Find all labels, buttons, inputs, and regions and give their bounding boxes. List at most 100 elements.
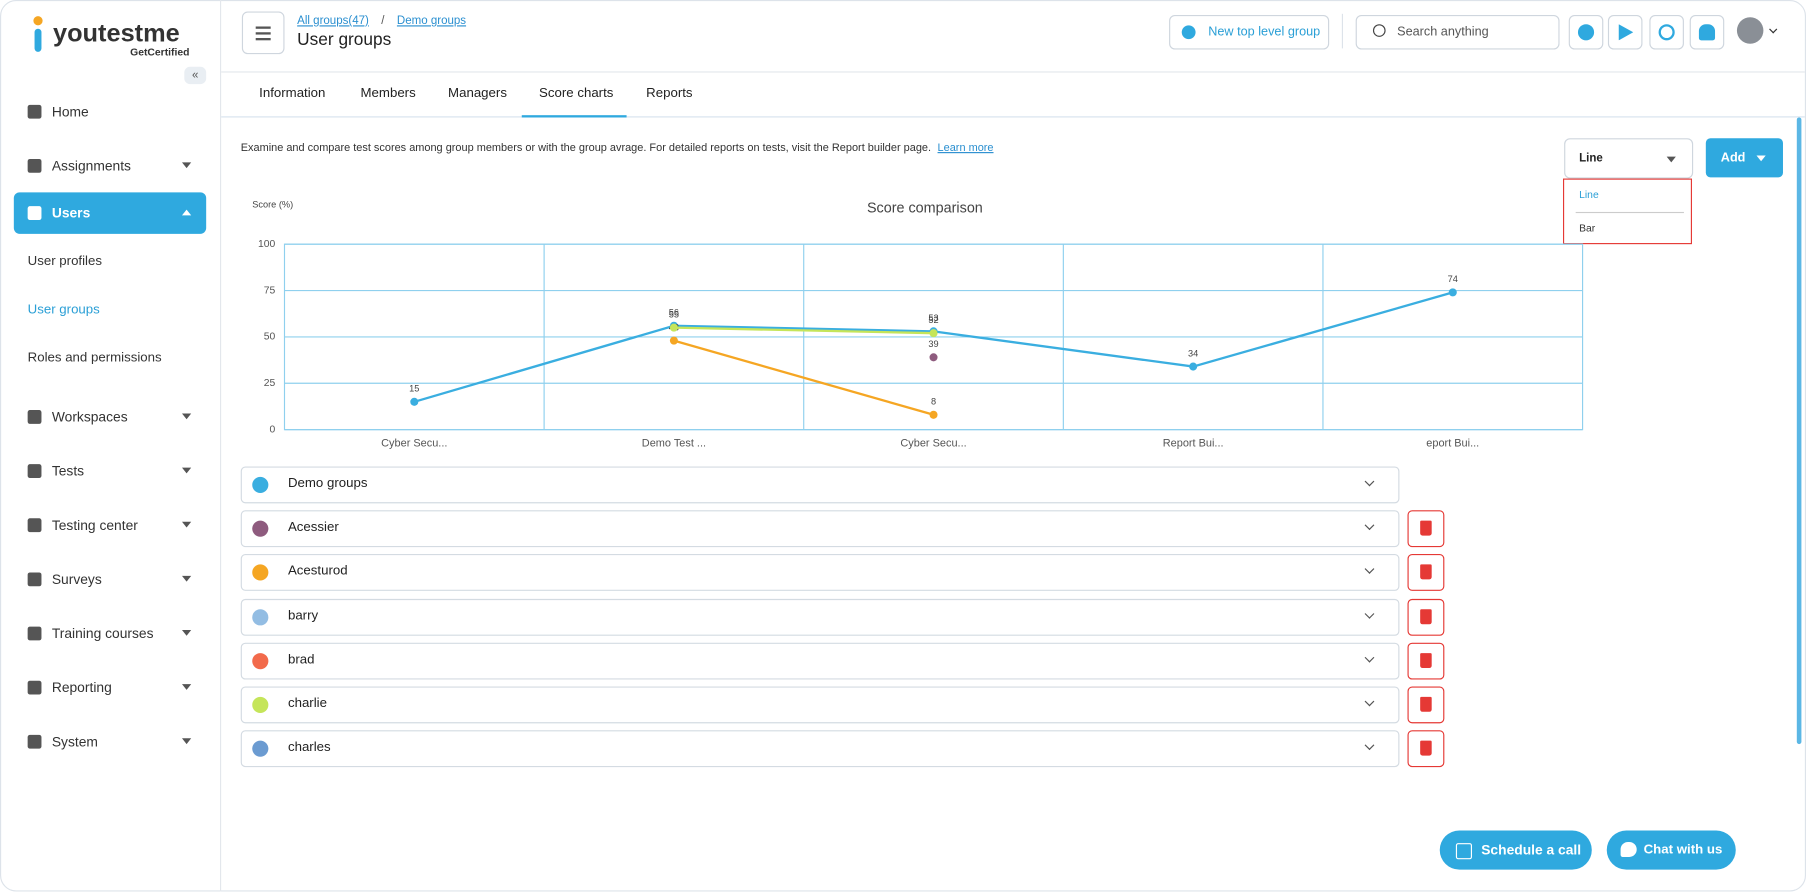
data-point [929, 353, 938, 362]
nav-item[interactable]: Training courses [14, 613, 206, 654]
nav-icon [27, 464, 42, 478]
tab[interactable]: Information [259, 86, 326, 101]
collapse-button[interactable]: « [184, 66, 207, 85]
learn-more-link[interactable]: Learn more [937, 141, 994, 155]
dropdown-option[interactable]: Bar [1579, 222, 1596, 234]
delete-button[interactable] [1407, 686, 1445, 724]
play-button[interactable] [1607, 14, 1643, 50]
support-button[interactable] [1649, 14, 1684, 50]
scrollbar[interactable] [1796, 117, 1802, 745]
delete-button[interactable] [1407, 554, 1445, 592]
add-button[interactable]: Add [1705, 138, 1783, 178]
notifications-button[interactable] [1689, 14, 1725, 50]
delete-button[interactable] [1407, 642, 1445, 680]
nav-item[interactable]: Users [13, 192, 207, 234]
chart: Score comparison Score (%) 0 25 50 75 100 Cyb… [252, 199, 1584, 449]
group-color [252, 696, 269, 713]
nav-item[interactable]: Reporting [14, 667, 206, 708]
tab[interactable]: Score charts [539, 86, 614, 101]
new-group-button[interactable]: New top level group [1169, 14, 1330, 50]
expand-chevron[interactable] [1364, 476, 1375, 487]
group-row[interactable]: brad [240, 642, 1400, 680]
x-tick-label: Demo Test ... [642, 437, 706, 449]
menu-button[interactable] [241, 11, 285, 55]
expand-chevron[interactable] [1364, 608, 1375, 619]
button-label: Chat with us [1643, 843, 1723, 857]
tab[interactable]: Members [360, 86, 416, 101]
nav-item[interactable]: System [14, 721, 206, 762]
select-value: Line [1579, 152, 1603, 165]
delete-button[interactable] [1407, 598, 1445, 636]
data-label: 56 [669, 308, 679, 318]
chart-type-select[interactable]: Line [1564, 138, 1694, 179]
nav-label: Users [51, 205, 91, 222]
nav-item[interactable]: Testing center [14, 504, 206, 545]
breadcrumb-link[interactable]: All groups(47) [297, 14, 369, 28]
nav-chevron [181, 630, 192, 636]
group-row[interactable]: barry [240, 598, 1400, 636]
search-box[interactable]: Search anything [1355, 14, 1560, 50]
tab[interactable]: Reports [646, 86, 693, 101]
expand-chevron[interactable] [1364, 696, 1375, 707]
nav-item[interactable]: Workspaces [14, 396, 206, 437]
data-point [1189, 362, 1198, 371]
delete-button[interactable] [1407, 730, 1445, 768]
group-row[interactable]: charles [240, 730, 1400, 768]
group-name: Acesturod [287, 564, 348, 579]
nav-chevron [181, 209, 192, 216]
y-tick-label: 100 [258, 239, 276, 250]
data-label: 15 [409, 384, 419, 394]
help-button[interactable] [1568, 14, 1604, 50]
data-label: 52 [928, 315, 938, 325]
expand-chevron[interactable] [1364, 564, 1375, 575]
delete-button[interactable] [1407, 510, 1445, 548]
divider [1341, 13, 1343, 49]
header-divider [221, 71, 1805, 73]
y-tick-label: 50 [264, 332, 276, 343]
group-name: charles [287, 740, 331, 755]
group-row[interactable]: charlie [240, 686, 1400, 724]
avatar[interactable] [1736, 17, 1764, 44]
nav-item[interactable]: Surveys [14, 559, 206, 600]
chat-button[interactable]: Chat with us [1606, 830, 1736, 870]
nav-chevron [181, 575, 192, 582]
expand-chevron[interactable] [1364, 652, 1375, 663]
breadcrumbs: All groups(47) / Demo groups [297, 15, 466, 28]
nav-label: Tests [51, 463, 85, 480]
tab[interactable]: Managers [448, 86, 507, 101]
nav-item[interactable]: Assignments [14, 145, 206, 186]
data-point [410, 397, 419, 406]
expand-chevron[interactable] [1364, 740, 1375, 751]
nav-chevron [181, 162, 192, 169]
nav-item[interactable]: Tests [14, 450, 206, 491]
y-tick-label: 0 [270, 424, 276, 435]
group-name: charlie [287, 696, 327, 711]
group-row[interactable]: Acessier [240, 510, 1400, 548]
nav-subitem[interactable]: User profiles [27, 254, 103, 269]
data-label: 8 [931, 397, 936, 407]
data-label: 55 [669, 309, 679, 319]
nav-subitem[interactable]: User groups [27, 302, 100, 317]
nav-chevron [181, 738, 192, 745]
schedule-call-button[interactable]: Schedule a call [1439, 830, 1592, 870]
data-label: 34 [1188, 348, 1198, 358]
dropdown-option[interactable]: Line [1579, 188, 1599, 201]
page-title: User groups [297, 29, 392, 50]
nav-chevron [181, 684, 192, 690]
nav-subitem[interactable]: Roles and permissions [27, 351, 162, 366]
nav-label: System [51, 733, 98, 750]
group-name: brad [287, 652, 315, 667]
x-tick-label: Cyber Secu... [900, 437, 966, 449]
breadcrumb-link[interactable]: Demo groups [396, 14, 467, 28]
nav-icon [27, 410, 42, 424]
group-row[interactable]: Demo groups [240, 466, 1400, 504]
data-label: 39 [928, 339, 938, 349]
nav-item[interactable]: Home [14, 91, 206, 132]
y-tick-label: 25 [264, 378, 276, 389]
group-row[interactable]: Acesturod [240, 554, 1400, 592]
expand-chevron[interactable] [1364, 520, 1375, 531]
nav-icon [27, 680, 42, 695]
data-point [669, 336, 678, 345]
